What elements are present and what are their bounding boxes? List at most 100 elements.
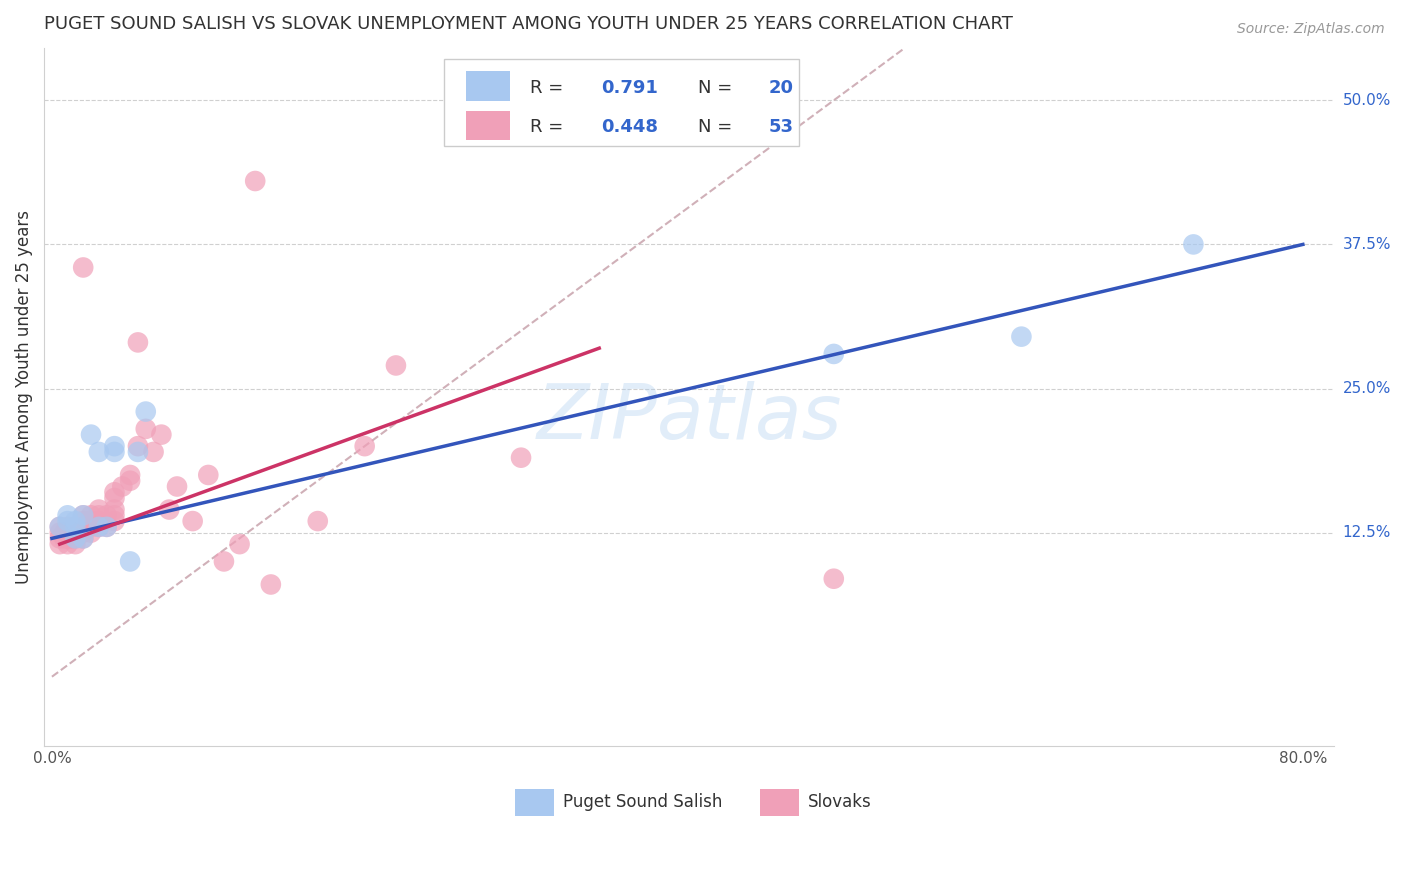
Point: [65, 525, 87, 540]
Text: R =: R =: [530, 119, 564, 136]
Point: [48, 520, 70, 534]
FancyBboxPatch shape: [761, 789, 799, 815]
Point: [80, 427, 103, 442]
Point: [127, 335, 149, 350]
Point: [103, 445, 125, 459]
Point: [1182, 237, 1205, 252]
Point: [59, 532, 82, 546]
Point: [87, 445, 110, 459]
Text: PUGET SOUND SALISH VS SLOVAK UNEMPLOYMENT AMONG YOUTH UNDER 25 YEARS CORRELATION: PUGET SOUND SALISH VS SLOVAK UNEMPLOYMEN…: [44, 15, 1012, 33]
Text: 50.0%: 50.0%: [1343, 93, 1391, 108]
Point: [135, 404, 157, 418]
Point: [48, 520, 70, 534]
Point: [65, 532, 87, 546]
Point: [1010, 329, 1032, 343]
Point: [53, 525, 76, 540]
Point: [150, 427, 173, 442]
Point: [65, 514, 87, 528]
Text: 0.791: 0.791: [602, 79, 658, 97]
Text: Slovaks: Slovaks: [808, 793, 872, 812]
FancyBboxPatch shape: [515, 789, 554, 815]
Point: [103, 514, 125, 528]
FancyBboxPatch shape: [444, 59, 799, 146]
Text: 20: 20: [769, 79, 794, 97]
Point: [72, 508, 94, 523]
Text: R =: R =: [530, 79, 564, 97]
Point: [142, 445, 165, 459]
Point: [80, 508, 103, 523]
Point: [127, 445, 149, 459]
Point: [260, 577, 283, 591]
Text: 25.0%: 25.0%: [1343, 381, 1391, 396]
Point: [823, 347, 845, 361]
Point: [65, 537, 87, 551]
Point: [120, 467, 142, 482]
Point: [56, 514, 79, 528]
Point: [353, 439, 375, 453]
Point: [103, 439, 125, 453]
Point: [56, 532, 79, 546]
Text: Puget Sound Salish: Puget Sound Salish: [562, 793, 723, 812]
Point: [56, 525, 79, 540]
Point: [103, 485, 125, 500]
Point: [245, 174, 267, 188]
Point: [135, 422, 157, 436]
Point: [510, 450, 533, 465]
Point: [87, 502, 110, 516]
Point: [72, 532, 94, 546]
Point: [96, 520, 118, 534]
Point: [103, 508, 125, 523]
Point: [120, 474, 142, 488]
Point: [87, 520, 110, 534]
Point: [181, 514, 204, 528]
Point: [72, 520, 94, 534]
Point: [96, 508, 118, 523]
Text: N =: N =: [699, 79, 733, 97]
Point: [103, 491, 125, 505]
Point: [212, 554, 235, 568]
Point: [197, 467, 219, 482]
Point: [65, 520, 87, 534]
Text: 37.5%: 37.5%: [1343, 237, 1391, 252]
Text: Source: ZipAtlas.com: Source: ZipAtlas.com: [1237, 22, 1385, 37]
Point: [120, 554, 142, 568]
Point: [87, 520, 110, 534]
Point: [72, 514, 94, 528]
Point: [87, 508, 110, 523]
Point: [48, 537, 70, 551]
Point: [65, 532, 87, 546]
Text: 12.5%: 12.5%: [1343, 525, 1391, 541]
Point: [80, 520, 103, 534]
FancyBboxPatch shape: [465, 111, 510, 140]
Text: 0.448: 0.448: [602, 119, 658, 136]
Point: [56, 508, 79, 523]
Point: [103, 502, 125, 516]
Point: [111, 479, 134, 493]
Point: [127, 439, 149, 453]
Point: [56, 520, 79, 534]
Point: [157, 502, 180, 516]
Point: [823, 572, 845, 586]
Text: 53: 53: [769, 119, 794, 136]
Point: [56, 537, 79, 551]
Point: [72, 508, 94, 523]
Point: [65, 520, 87, 534]
Point: [72, 260, 94, 275]
Y-axis label: Unemployment Among Youth under 25 years: Unemployment Among Youth under 25 years: [15, 211, 32, 584]
Point: [48, 525, 70, 540]
Point: [87, 514, 110, 528]
Point: [72, 532, 94, 546]
Point: [385, 359, 408, 373]
FancyBboxPatch shape: [465, 71, 510, 101]
Point: [48, 532, 70, 546]
Point: [307, 514, 329, 528]
Point: [80, 525, 103, 540]
Text: N =: N =: [699, 119, 733, 136]
Point: [80, 514, 103, 528]
Point: [166, 479, 188, 493]
Point: [228, 537, 250, 551]
Text: ZIPatlas: ZIPatlas: [537, 381, 842, 455]
Point: [53, 532, 76, 546]
Point: [96, 520, 118, 534]
Point: [72, 525, 94, 540]
